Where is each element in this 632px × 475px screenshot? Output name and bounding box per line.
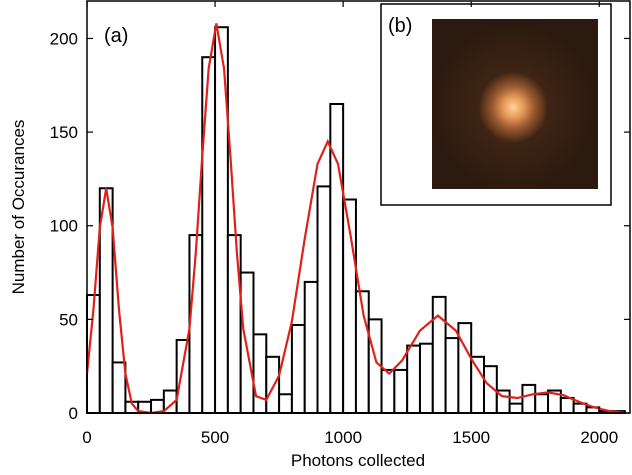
x-tick-label: 500 <box>201 428 229 447</box>
x-axis-label: Photons collected <box>291 451 425 470</box>
bar <box>303 280 319 414</box>
panel-label: (b) <box>388 15 412 37</box>
bar <box>559 397 575 415</box>
inset-image <box>432 19 598 189</box>
y-tick-label: 150 <box>50 123 78 142</box>
bar <box>380 368 396 415</box>
bar <box>175 338 191 414</box>
bar <box>239 271 255 414</box>
x-tick-label: 1000 <box>324 428 362 447</box>
x-tick-label: 1500 <box>452 428 490 447</box>
bar <box>111 361 127 415</box>
bar <box>534 393 550 415</box>
y-tick-label: 200 <box>50 29 78 48</box>
bar <box>406 344 421 414</box>
bar <box>252 333 268 415</box>
x-tick-label: 2000 <box>580 428 618 447</box>
bar <box>278 393 293 415</box>
y-axis-label: Number of Occurances <box>9 120 28 295</box>
y-tick-label: 100 <box>50 217 78 236</box>
bar <box>316 185 332 414</box>
axes-frame <box>86 0 631 414</box>
bar <box>431 295 447 414</box>
bar <box>201 56 217 414</box>
bar <box>393 368 409 415</box>
fit-curve <box>85 23 626 415</box>
bar <box>470 355 486 414</box>
panel-label: (a) <box>104 25 128 47</box>
y-tick-label: 0 <box>69 404 78 423</box>
x-tick-label: 0 <box>82 428 91 447</box>
bar <box>265 355 281 414</box>
y-tick-label: 50 <box>59 310 78 329</box>
bar <box>508 402 524 414</box>
bar <box>418 342 434 414</box>
bar <box>290 323 306 414</box>
bar <box>444 337 460 414</box>
bar <box>521 383 537 414</box>
